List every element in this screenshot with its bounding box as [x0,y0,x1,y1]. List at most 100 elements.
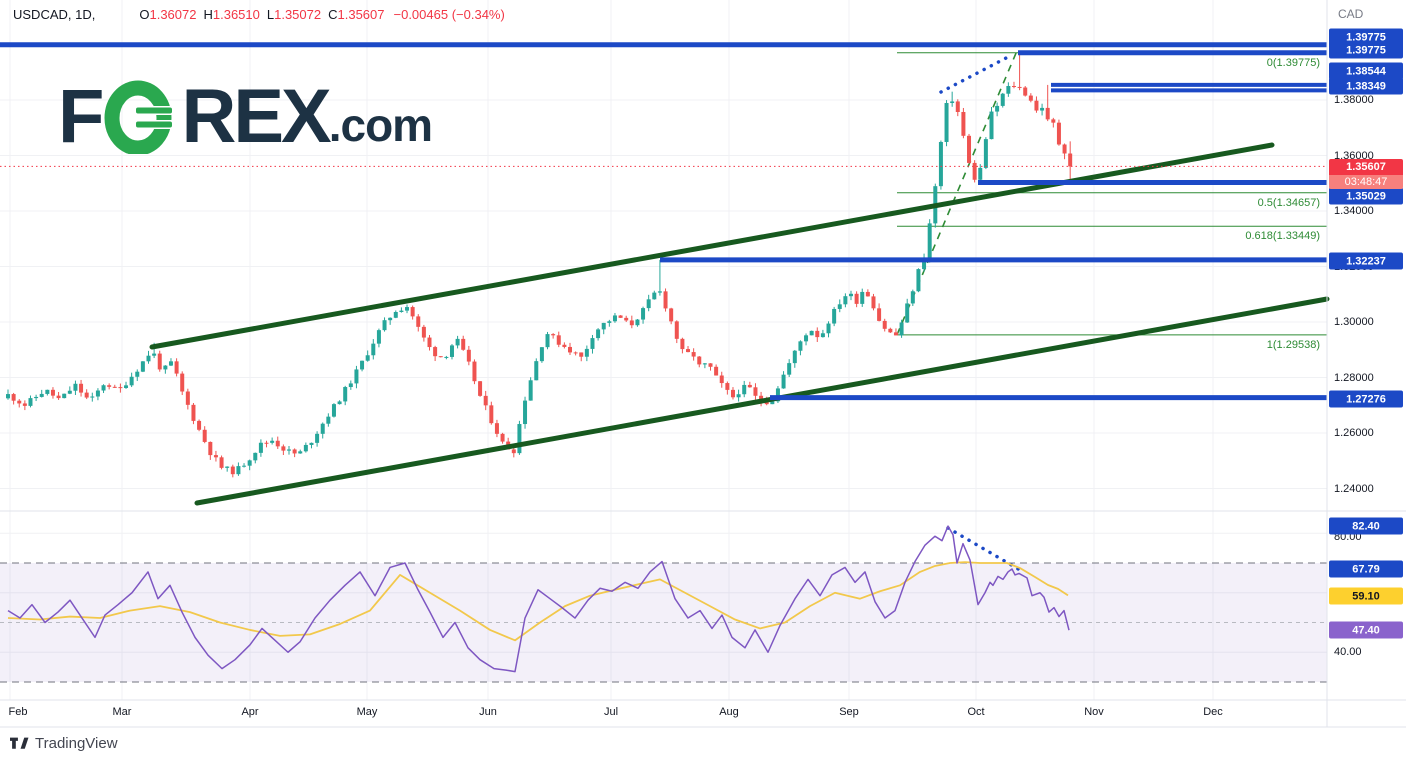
rsi-value-badge: 67.79 [1329,560,1403,578]
candle-body [719,375,724,384]
time-axis-month-label[interactable]: May [356,706,378,718]
candle-body [444,356,449,358]
price-level-badge: 1.39775 [1329,41,1403,59]
candle-body [483,395,488,406]
candle-body [843,296,848,305]
price-level-badge: 1.32237 [1329,252,1403,270]
candle-body [669,308,674,322]
candle-body [388,317,393,321]
candle-body [1017,86,1022,88]
candle-body [230,466,235,475]
time-axis-month-label[interactable]: Feb [8,706,28,718]
forex-com-watermark: F REX .com [58,74,433,159]
candle-body [646,299,651,309]
candle-body [618,315,623,318]
candle-body [174,361,179,374]
current-price-badge: 1.35607 03:48:47 [1329,159,1403,189]
candle-body [410,307,415,317]
price-tick-label: 1.28000 [1334,371,1374,384]
time-axis-month-label[interactable]: Nov [1084,706,1104,718]
candle-body [1040,107,1045,111]
candle-body [343,387,348,402]
fib-level-label: 0(1.39775) [1266,56,1320,69]
candle-body [607,321,612,323]
channel-lower-trendline [194,296,1330,506]
candle-body [736,394,741,398]
candle-body [511,449,516,454]
candle-body [292,449,297,454]
candle-body [888,328,893,333]
rsi-divergence-dotted-line [946,526,1022,572]
candle-body [247,460,252,466]
candle-body [815,330,820,338]
candle-body [697,356,702,365]
forex-logo-com: .com [328,99,433,151]
candle-body [157,353,162,370]
candle-body [584,348,589,357]
candle-body [950,101,955,104]
time-axis-month-label[interactable]: Mar [112,706,132,718]
candle-body [635,319,640,326]
candle-body [331,404,336,417]
candle-body [416,316,421,327]
candle-body [910,291,915,304]
candle-body [905,303,910,323]
time-axis-month-label[interactable]: Aug [719,706,739,718]
price-tick-label: 1.36000 [1334,149,1374,162]
candle-body [882,320,887,329]
candle-body [264,442,269,444]
candle-body [73,383,78,391]
rsi-line [7,525,1070,673]
time-axis-month-label[interactable]: Jun [479,706,497,718]
tradingview-attribution[interactable]: TradingView [10,735,118,752]
candle-body [202,429,207,442]
candle-body [56,395,61,399]
candle-body [360,360,365,370]
candle-body [298,451,303,454]
tradingview-logo-text[interactable]: TradingView [35,735,118,752]
candle-body [135,371,140,377]
candle-body [995,105,1000,112]
candle-body [112,386,117,388]
candle-body [236,466,241,475]
forex-logo-f: F [58,74,104,159]
candle-body [118,387,123,389]
candle-body [382,320,387,331]
candle-body [877,308,882,321]
channel-upper-trendline [149,142,1275,350]
candle-body [590,338,595,349]
candle-body [1006,86,1011,94]
candle-body [781,374,786,389]
time-axis-month-label[interactable]: Oct [967,706,985,718]
candle-body [1023,87,1028,96]
fib-level-label: 1(1.29538) [1266,338,1320,351]
candle-body [253,452,258,461]
price-tick-label: 1.38000 [1334,94,1374,106]
candle-body [686,349,691,353]
candle-body [663,291,668,309]
candle-body [714,366,719,376]
symbol-title[interactable]: USDCAD, 1D, [13,7,96,22]
candle-body [725,383,730,390]
time-axis-month-label[interactable]: Apr [241,706,259,718]
candle-body [438,356,443,358]
price-tick-label: 1.30000 [1334,316,1374,328]
candle-body [34,396,39,399]
candle-body [303,444,308,452]
candle-body [972,162,977,180]
candle-body [461,338,466,350]
time-axis-month-label[interactable]: Sep [839,706,859,718]
candle-body [449,345,454,357]
candle-body [983,139,988,168]
candle-body [674,321,679,339]
candle-body [551,334,556,336]
time-axis-month-label[interactable]: Jul [603,706,619,718]
candle-body [95,390,100,397]
candle-body [820,333,825,338]
candle-body [140,361,145,372]
time-axis-month-label[interactable]: Dec [1203,706,1223,718]
price-level-badge: 1.38544 [1329,62,1403,80]
forex-logo-o-icon [104,80,175,154]
symbol-legend[interactable]: USDCAD, 1D, O1.36072 H1.36510 L1.35072 C1.35… [13,7,505,22]
